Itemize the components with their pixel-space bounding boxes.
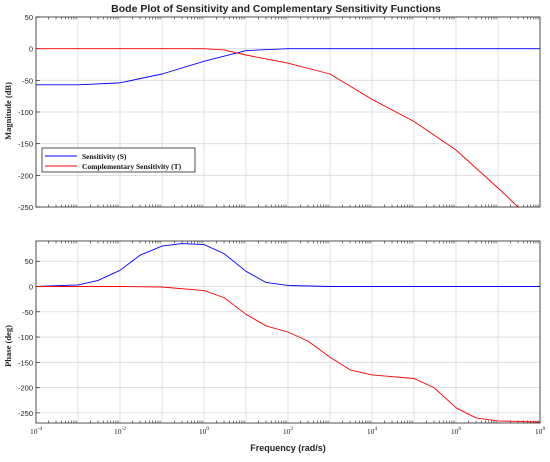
x-tick-label: 100 xyxy=(199,426,210,436)
legend: Sensitivity (S) Complementary Sensitivit… xyxy=(41,147,196,173)
magnitude-complementary-line xyxy=(36,48,519,208)
magnitude-axes-frame xyxy=(35,16,541,208)
y-tick-label: -100 xyxy=(18,108,33,117)
phase-y-axis-label: Phase (deg) xyxy=(3,325,13,367)
legend-complementary-label: Complementary Sensitivity (T) xyxy=(82,162,182,171)
y-tick-label: -50 xyxy=(22,76,33,85)
y-tick-label: -250 xyxy=(18,203,33,212)
x-tick-label: 104 xyxy=(367,426,378,436)
phase-sensitivity-line xyxy=(35,243,540,287)
y-tick-label: -200 xyxy=(18,384,33,393)
y-tick-label: -150 xyxy=(18,358,33,367)
x-tick-label: 106 xyxy=(451,426,462,436)
y-tick-label: -250 xyxy=(18,409,33,418)
x-tick-label: 10-4 xyxy=(30,426,42,436)
magnitude-subplot: 50 0 -50 -100 -150 -200 -250 xyxy=(18,13,541,212)
phase-complementary-line xyxy=(36,286,541,423)
phase-subplot: 50 0 -50 -100 -150 -200 -250 10-4 10-2 100 102 104 1… xyxy=(18,240,546,436)
y-tick-label: 0 xyxy=(29,45,33,54)
x-tick-label: 102 xyxy=(283,426,294,436)
x-tick-label: 10-2 xyxy=(114,426,126,436)
y-tick-label: -50 xyxy=(22,308,33,317)
y-tick-label: -200 xyxy=(18,171,33,180)
y-tick-label: 50 xyxy=(25,257,33,266)
legend-sensitivity-label: Sensitivity (S) xyxy=(82,152,127,161)
chart-title: Bode Plot of Sensitivity and Complementa… xyxy=(111,3,441,15)
y-tick-label: 50 xyxy=(25,13,33,22)
y-tick-label: 0 xyxy=(29,283,33,292)
magnitude-y-axis-label: Magnitude (dB) xyxy=(3,82,13,140)
y-tick-label: -150 xyxy=(18,140,33,149)
x-axis-label: Frequency (rad/s) xyxy=(250,443,326,453)
y-tick-label: -100 xyxy=(18,333,33,342)
magnitude-sensitivity-line xyxy=(36,48,540,86)
phase-axes-frame xyxy=(35,240,541,424)
legend-box xyxy=(41,147,196,173)
x-tick-label: 108 xyxy=(535,426,546,436)
